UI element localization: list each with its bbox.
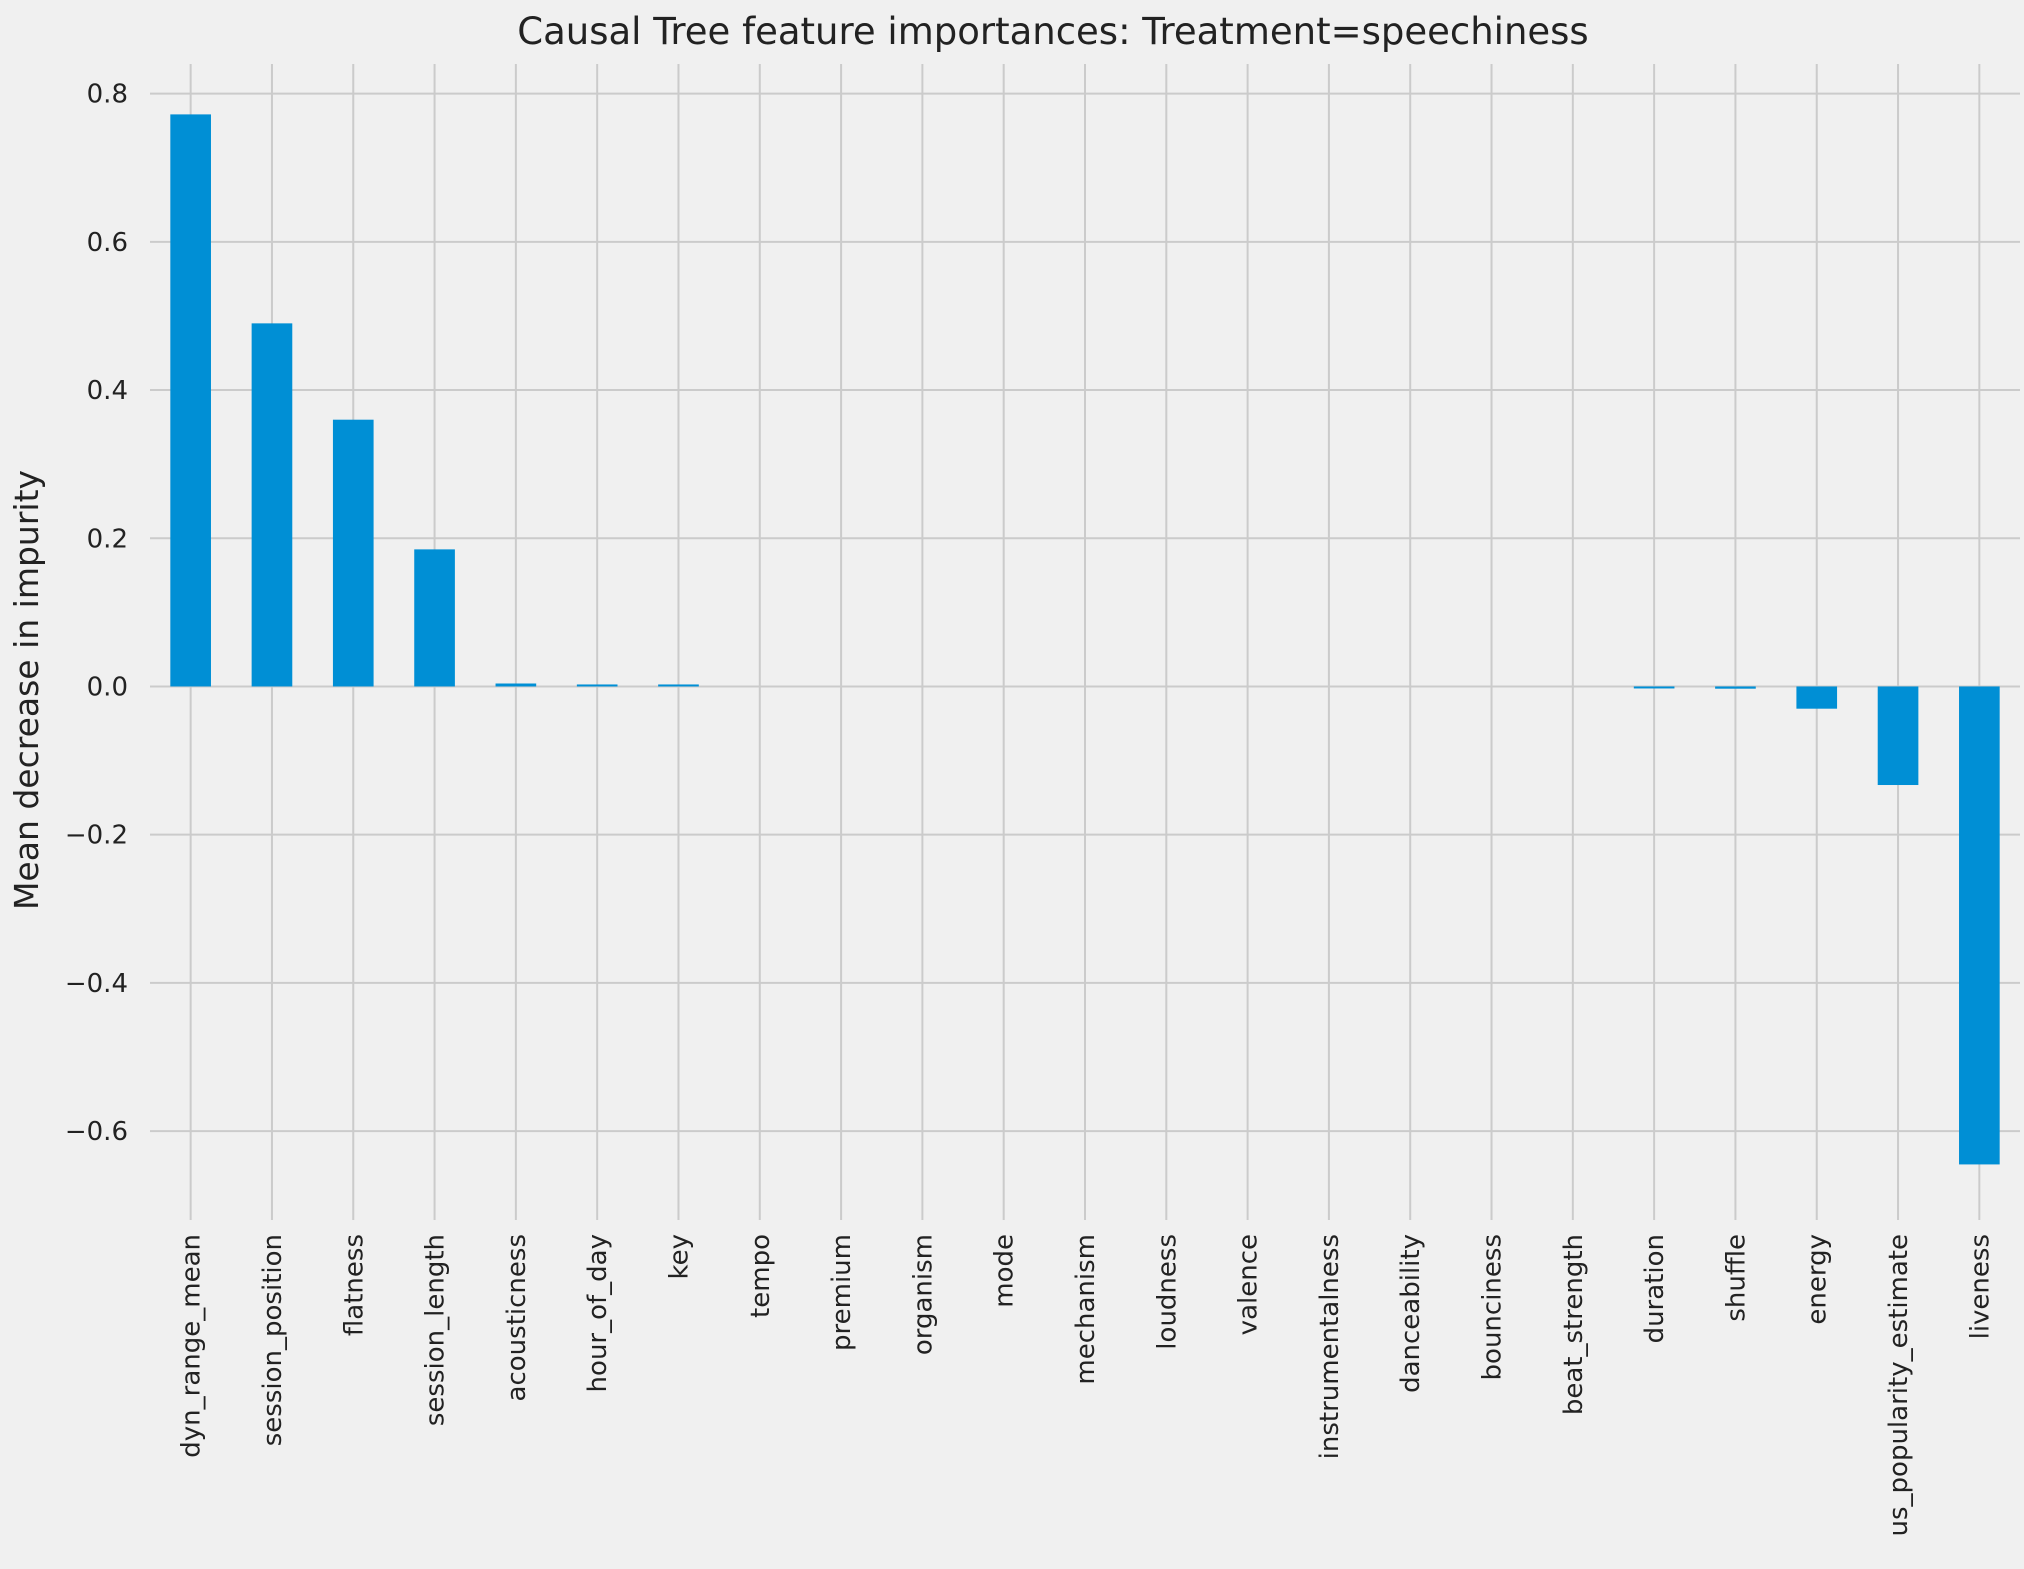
y-tick-label: −0.4 xyxy=(65,969,128,999)
x-tick-label: energy xyxy=(1803,1234,1833,1325)
bar-liveness xyxy=(1959,686,2000,1165)
x-tick-label: bounciness xyxy=(1478,1234,1508,1380)
x-tick-label: instrumentalness xyxy=(1315,1234,1345,1459)
bar-flatness xyxy=(332,419,374,687)
x-tick-label: premium xyxy=(827,1234,857,1351)
bar-shuffle xyxy=(1715,686,1756,689)
bar-acousticness xyxy=(495,683,537,687)
x-tick-label: hour_of_day xyxy=(583,1234,613,1392)
bar-session_position xyxy=(251,323,293,687)
x-tick-label: liveness xyxy=(1965,1234,1995,1339)
chart-title: Causal Tree feature importances: Treatme… xyxy=(517,10,1588,53)
x-tick-label: loudness xyxy=(1152,1234,1182,1350)
x-tick-label: key xyxy=(664,1234,694,1280)
x-tick-label: session_length xyxy=(421,1234,451,1426)
bars xyxy=(170,114,2000,1165)
x-tick-label: flatness xyxy=(339,1234,369,1336)
x-tick-label: session_position xyxy=(258,1234,288,1446)
y-tick-label: 0.0 xyxy=(87,672,128,702)
x-tick-label: mode xyxy=(990,1234,1020,1308)
x-tick-label: beat_strength xyxy=(1559,1234,1589,1415)
x-tick-label: acousticness xyxy=(502,1234,532,1401)
x-tick-label: duration xyxy=(1640,1234,1670,1343)
y-tick-label: 0.2 xyxy=(87,524,128,554)
x-tick-label: dyn_range_mean xyxy=(177,1234,207,1458)
tick-labels: 0.8 0.6 0.4 0.2 0.0 −0.2 −0.4 −0.6 dyn_range_mea… xyxy=(65,80,1995,1537)
bar-energy xyxy=(1796,686,1838,709)
bar-session_length xyxy=(414,549,455,687)
y-tick-label: 0.8 xyxy=(87,80,128,110)
y-tick-label: 0.6 xyxy=(87,228,128,258)
grid-lines xyxy=(150,64,2020,1220)
x-tick-label: us_popularity_estimate xyxy=(1884,1234,1914,1536)
y-tick-label: −0.2 xyxy=(65,821,128,851)
bar-dyn_range_mean xyxy=(170,114,211,687)
bar-duration xyxy=(1633,686,1675,689)
x-tick-label: shuffle xyxy=(1721,1234,1751,1322)
x-tick-label: danceability xyxy=(1396,1234,1426,1393)
x-tick-label: valence xyxy=(1234,1234,1264,1335)
y-axis-label: Mean decrease in impurity xyxy=(7,470,46,910)
y-tick-label: −0.6 xyxy=(65,1117,128,1147)
x-tick-label: mechanism xyxy=(1071,1234,1101,1385)
bar-key xyxy=(658,684,699,687)
x-tick-label: tempo xyxy=(746,1234,776,1318)
bar-us_popularity_estimate xyxy=(1877,686,1919,786)
x-tick-label: organism xyxy=(908,1234,938,1355)
bar-hour_of_day xyxy=(576,684,618,687)
y-tick-label: 0.4 xyxy=(87,376,128,406)
